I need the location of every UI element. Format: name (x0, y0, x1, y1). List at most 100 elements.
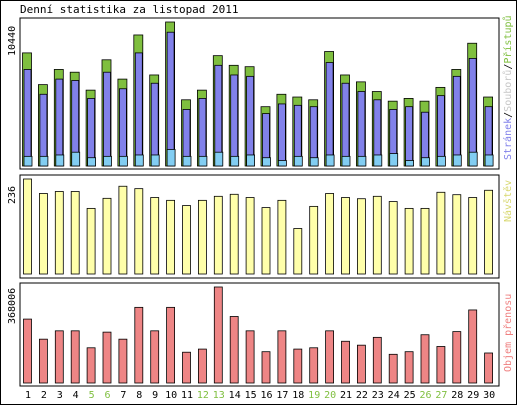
day-label: 21 (340, 390, 352, 401)
day-label: 16 (260, 390, 272, 401)
visits-bar (23, 178, 32, 275)
files-bar (23, 155, 33, 167)
day-label: 23 (372, 390, 384, 401)
visits-bar (261, 207, 271, 275)
traffic-bar (134, 306, 144, 384)
files-bar (39, 155, 49, 167)
files-bar (389, 153, 399, 167)
traffic-bar (420, 334, 430, 384)
visits-bar (436, 191, 446, 275)
files-bar (214, 151, 224, 167)
visits-bar (102, 197, 112, 275)
traffic-bar (404, 351, 414, 384)
traffic-legend: Objem přenosu (502, 294, 514, 372)
visits-bar (452, 194, 462, 275)
day-label: 7 (120, 390, 126, 401)
visits-bar (341, 197, 350, 275)
traffic-bar (166, 306, 176, 384)
files-bar (341, 155, 351, 167)
visits-ymax-label: 236 (7, 186, 18, 204)
day-label: 20 (324, 390, 336, 401)
files-bar (103, 155, 112, 167)
visits-bar (484, 189, 494, 275)
day-label: 24 (388, 390, 400, 401)
files-bar (55, 154, 65, 167)
visits-bar (86, 207, 96, 275)
files-bar (166, 149, 176, 167)
traffic-bar (484, 352, 494, 384)
traffic-bar (102, 331, 112, 384)
visits-bar (39, 193, 48, 275)
pages-bar (309, 106, 318, 167)
traffic-panel-frame (19, 282, 500, 387)
traffic-bar (325, 330, 335, 384)
traffic-bar (309, 347, 319, 384)
day-label: 3 (57, 390, 63, 401)
legend-pages: Stránek (502, 118, 514, 160)
visits-legend: Návštěv (502, 180, 514, 222)
files-bar (150, 154, 160, 167)
day-label: 5 (89, 390, 95, 401)
day-label: 29 (467, 390, 479, 401)
pages-bar (198, 98, 207, 167)
traffic-bar (197, 348, 207, 384)
traffic-bar (341, 340, 350, 384)
day-label: 12 (197, 390, 209, 401)
pages-bar (119, 88, 127, 167)
pages-bar (436, 95, 445, 167)
traffic-bar (356, 344, 366, 384)
pages-bar (87, 98, 95, 167)
files-bar (484, 154, 494, 167)
traffic-bar (150, 330, 160, 384)
traffic-bar (54, 330, 64, 384)
traffic-bars (23, 286, 494, 384)
visits-bar (182, 205, 191, 275)
files-bar (198, 155, 208, 167)
day-label: 14 (229, 390, 241, 401)
visits-bar (325, 193, 335, 275)
visits-bar (213, 195, 223, 275)
visits-bar (293, 228, 303, 275)
pages-bar (246, 75, 255, 167)
pages-bar (103, 71, 111, 167)
visits-bar (70, 191, 80, 275)
pages-bar (134, 52, 143, 167)
traffic-bar (70, 330, 80, 384)
visits-bar (420, 207, 430, 275)
day-label: 6 (104, 390, 110, 401)
legend-files: Souborů (502, 70, 514, 112)
traffic-bar (372, 336, 382, 384)
traffic-bar (39, 338, 48, 384)
legend-hits: Přístupů (502, 15, 514, 63)
files-bar (182, 155, 192, 167)
pages-bar (452, 75, 461, 167)
files-bar (262, 157, 271, 167)
pages-bar (150, 82, 159, 167)
traffic-bar (452, 331, 462, 384)
hits-legend: Stránek/Souborů/Přístupů (502, 15, 514, 160)
files-bar (230, 155, 240, 167)
visits-bar (372, 195, 382, 275)
files-bar (293, 155, 303, 167)
traffic-bar (213, 286, 223, 384)
files-bar (119, 155, 128, 167)
day-label: 9 (152, 390, 158, 401)
day-label: 25 (404, 390, 416, 401)
files-bar (277, 160, 287, 167)
hits-panel-frame (19, 17, 500, 170)
traffic-bar (261, 351, 271, 384)
files-bar (468, 151, 478, 167)
visits-bars (23, 178, 494, 275)
pages-bar (325, 62, 334, 167)
day-label: 10 (165, 390, 177, 401)
traffic-bar (118, 338, 128, 384)
traffic-bar (182, 351, 191, 384)
day-label: 11 (181, 390, 193, 401)
visits-panel-frame (19, 174, 500, 279)
visits-bar (388, 201, 398, 275)
visits-bar (118, 185, 128, 275)
visits-bar (197, 199, 207, 275)
pages-bar (39, 93, 48, 167)
pages-bar (277, 103, 286, 167)
